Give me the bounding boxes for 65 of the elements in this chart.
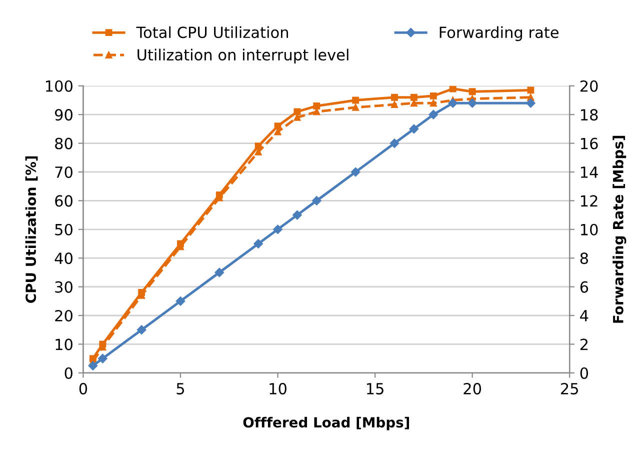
y2-tick-label: 18 xyxy=(581,109,598,121)
y-axis-title: CPU Utilization [%] xyxy=(25,156,38,303)
y-tick-label: 60 xyxy=(55,195,72,207)
y2-tick-label: 10 xyxy=(581,224,598,236)
point xyxy=(352,96,360,104)
point xyxy=(98,354,108,364)
point xyxy=(430,100,437,107)
point xyxy=(468,98,477,108)
point xyxy=(526,98,536,108)
x-axis-title: Offfered Load [Mbps] xyxy=(243,416,410,430)
point xyxy=(449,86,456,92)
point xyxy=(390,138,400,148)
x-tick-label: 5 xyxy=(176,383,184,394)
point xyxy=(410,100,418,107)
point xyxy=(391,101,398,108)
x-tick-label: 15 xyxy=(367,383,384,394)
point xyxy=(136,325,146,334)
y2-tick-label: 4 xyxy=(580,310,588,322)
point xyxy=(468,88,476,96)
y-tick-label: 10 xyxy=(56,338,72,350)
y2-tick-label: 12 xyxy=(581,195,598,206)
y2-tick-label: 20 xyxy=(580,80,598,92)
point xyxy=(214,268,224,278)
point xyxy=(292,210,302,220)
y-tick-label: 0 xyxy=(64,367,72,379)
legend-label: Total CPU Utilization xyxy=(136,26,288,38)
point xyxy=(313,102,320,110)
y-tick-label: 30 xyxy=(55,281,72,293)
point xyxy=(274,122,282,130)
y-tick-label: 100 xyxy=(46,80,72,92)
point xyxy=(350,167,360,177)
x-tick-label: 20 xyxy=(464,382,482,394)
x-tick-label: 10 xyxy=(270,382,286,394)
point xyxy=(312,196,322,206)
y2-tick-label: 8 xyxy=(580,252,588,264)
point xyxy=(391,94,398,101)
point xyxy=(409,124,419,134)
point xyxy=(527,86,534,94)
point xyxy=(410,94,418,101)
y2-axis-title: Forwarding Rate [Mbps] xyxy=(612,136,626,323)
point xyxy=(428,110,438,120)
point xyxy=(448,98,458,108)
x-tick-label: 25 xyxy=(561,382,578,394)
point xyxy=(430,92,437,100)
y-tick-label: 70 xyxy=(55,166,72,178)
point xyxy=(294,108,301,116)
y-tick-label: 80 xyxy=(55,138,72,150)
y2-tick-label: 2 xyxy=(580,338,588,350)
y2-tick-label: 16 xyxy=(581,138,598,150)
y-tick-label: 90 xyxy=(55,109,72,121)
point xyxy=(176,296,186,306)
y2-tick-label: 6 xyxy=(580,281,588,293)
y2-tick-label: 0 xyxy=(580,367,588,379)
point xyxy=(352,104,360,111)
point xyxy=(254,239,263,248)
legend-label: Forwarding rate xyxy=(440,26,558,42)
point xyxy=(273,224,282,234)
point xyxy=(88,361,98,370)
x-tick-label: 0 xyxy=(79,382,88,394)
y-tick-label: 20 xyxy=(55,310,72,322)
legend-label: Utilization on interrupt level xyxy=(138,48,348,64)
y2-tick-label: 14 xyxy=(581,166,598,178)
y-tick-label: 50 xyxy=(55,224,72,236)
point xyxy=(254,142,262,150)
y-tick-label: 40 xyxy=(54,252,72,264)
